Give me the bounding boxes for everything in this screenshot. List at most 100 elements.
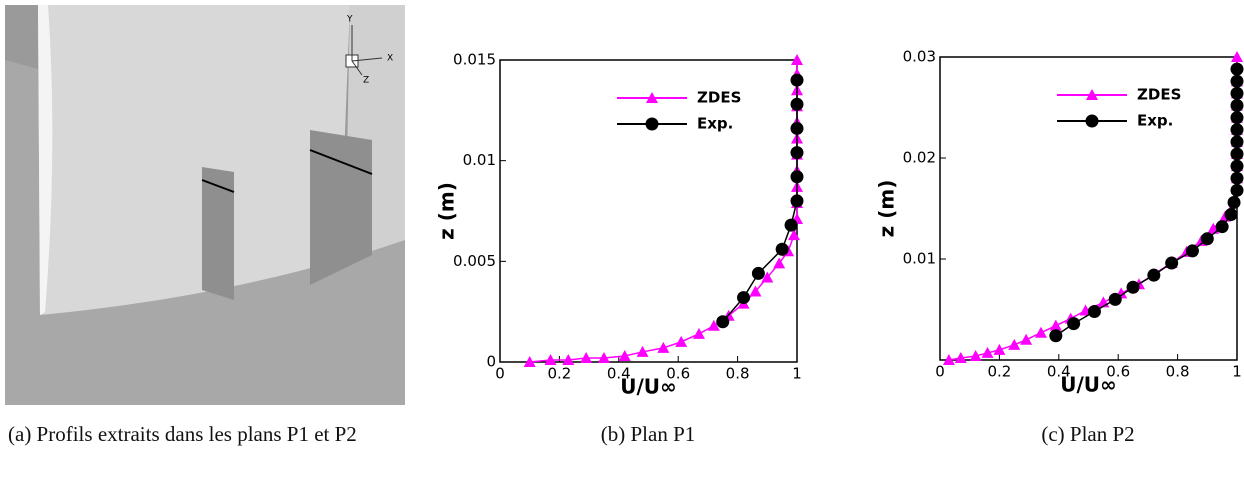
marker xyxy=(675,335,688,347)
x-tick-label: 0.2 xyxy=(987,363,1011,381)
x-tick-label: 1 xyxy=(1232,363,1242,381)
x-tick-label: 0.2 xyxy=(547,365,571,383)
y-tick-label: 0.02 xyxy=(903,149,936,167)
marker xyxy=(1067,317,1081,331)
axis-z xyxy=(351,60,363,76)
marker xyxy=(784,218,798,232)
marker xyxy=(737,291,751,305)
marker xyxy=(749,285,762,297)
axis-label: X xyxy=(387,54,393,64)
y-tick-label: 0.01 xyxy=(463,151,496,169)
marker xyxy=(775,242,789,256)
marker xyxy=(1126,280,1140,294)
x-tick-label: 0.4 xyxy=(1047,363,1071,381)
x-tick-label: 1 xyxy=(792,365,802,383)
legend-label: Exp. xyxy=(697,115,733,133)
y-tick-label: 0.01 xyxy=(903,250,936,268)
profile-line xyxy=(309,149,373,175)
legend-marker xyxy=(646,92,658,103)
legend-label: Exp. xyxy=(1137,112,1173,130)
marker xyxy=(1230,159,1244,173)
render-body-highlight xyxy=(38,5,53,315)
caption: (b) Plan P1 xyxy=(600,422,696,446)
render-panel: Y X Z xyxy=(5,5,405,405)
plot-frame xyxy=(939,56,1238,361)
x-axis-label: U/U∞ xyxy=(620,375,676,399)
marker xyxy=(1227,195,1241,209)
marker xyxy=(1230,183,1244,197)
y-tick-label: 0.03 xyxy=(903,48,936,66)
y-tick-label: 0 xyxy=(486,353,496,371)
marker xyxy=(1230,86,1244,100)
marker xyxy=(636,345,649,357)
marker xyxy=(707,319,720,331)
marker xyxy=(1108,292,1122,306)
marker xyxy=(1224,208,1238,222)
marker xyxy=(618,349,631,361)
x-tick-label: 0.6 xyxy=(666,365,690,383)
marker xyxy=(1230,62,1244,76)
x-tick-label: 0.8 xyxy=(1166,363,1190,381)
legend-label: ZDES xyxy=(697,89,741,107)
plot-frame xyxy=(499,59,798,363)
marker xyxy=(544,353,557,365)
marker xyxy=(597,351,610,363)
marker xyxy=(1008,338,1021,350)
marker xyxy=(788,229,801,241)
data-line xyxy=(529,60,798,363)
axis-label: Y xyxy=(346,15,353,25)
marker xyxy=(790,97,804,111)
render-body xyxy=(38,5,350,315)
axis-x xyxy=(351,57,383,62)
axis-label: Z xyxy=(363,76,369,86)
marker xyxy=(657,341,670,353)
marker xyxy=(942,354,955,365)
marker xyxy=(523,356,536,367)
marker xyxy=(562,353,575,365)
marker xyxy=(1165,256,1179,270)
x-axis-label: U/U∞ xyxy=(1060,373,1116,397)
x-tick-label: 0.6 xyxy=(1106,363,1130,381)
caption: (a) Profils extraits dans les plans P1 e… xyxy=(8,422,357,446)
caption: (c) Plan P2 xyxy=(1041,422,1135,446)
x-tick-label: 0 xyxy=(495,365,505,383)
y-tick-label: 0.005 xyxy=(453,252,496,270)
marker xyxy=(580,351,593,363)
marker xyxy=(1034,326,1047,338)
marker xyxy=(1230,123,1244,137)
legend-marker xyxy=(1085,114,1099,128)
marker xyxy=(1049,329,1063,343)
marker xyxy=(790,170,804,184)
marker xyxy=(954,351,967,363)
marker xyxy=(1230,147,1244,161)
legend-marker xyxy=(645,117,659,131)
marker xyxy=(1049,319,1062,331)
marker xyxy=(1231,51,1243,62)
y-axis-label: z (m) xyxy=(435,182,459,240)
marker xyxy=(1230,98,1244,112)
marker xyxy=(1200,232,1214,246)
marker xyxy=(1215,220,1229,234)
marker xyxy=(751,266,765,280)
marker xyxy=(1087,305,1101,319)
marker xyxy=(969,349,982,361)
data-line xyxy=(1055,69,1238,337)
marker xyxy=(790,194,804,208)
marker xyxy=(1230,111,1244,125)
x-tick-label: 0 xyxy=(935,363,945,381)
marker xyxy=(1230,135,1244,149)
marker xyxy=(1230,74,1244,88)
marker xyxy=(993,343,1006,355)
marker xyxy=(761,271,774,283)
marker xyxy=(692,327,705,339)
plane-p1 xyxy=(202,167,234,300)
marker xyxy=(790,121,804,135)
marker xyxy=(773,257,786,269)
x-tick-label: 0.8 xyxy=(726,365,750,383)
y-tick-label: 0.015 xyxy=(453,51,496,69)
profile-line xyxy=(201,179,235,193)
marker xyxy=(1147,268,1161,282)
marker xyxy=(1185,244,1199,258)
